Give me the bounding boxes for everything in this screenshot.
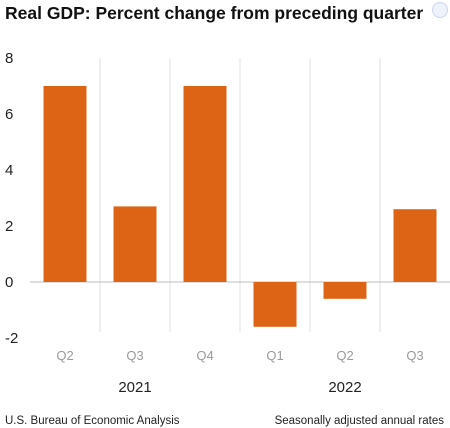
x-tick-label: Q3 bbox=[126, 348, 143, 363]
bar bbox=[253, 282, 297, 327]
category-separators bbox=[99, 58, 381, 332]
year-label: 2022 bbox=[328, 379, 361, 396]
bar bbox=[323, 282, 367, 299]
bar bbox=[43, 86, 87, 282]
x-tick-label: Q1 bbox=[266, 348, 283, 363]
x-tick-label: Q2 bbox=[56, 348, 73, 363]
seasonal-note: Seasonally adjusted annual rates bbox=[275, 415, 445, 427]
bars bbox=[43, 86, 437, 327]
y-tick-label: 0 bbox=[5, 274, 13, 291]
x-tick-label: Q3 bbox=[406, 348, 423, 363]
chart-title: Real GDP: Percent change from preceding … bbox=[5, 3, 423, 23]
bar bbox=[113, 206, 157, 282]
y-tick-label: 4 bbox=[5, 162, 13, 179]
y-tick-label: 8 bbox=[5, 50, 13, 67]
x-axis-ticks: Q2 Q3 Q4 Q1 Q2 Q3 bbox=[56, 348, 423, 363]
x-tick-label: Q4 bbox=[196, 348, 213, 363]
bar bbox=[393, 209, 437, 282]
y-tick-label: 6 bbox=[5, 106, 13, 123]
year-label: 2021 bbox=[118, 379, 151, 396]
x-tick-label: Q2 bbox=[336, 348, 353, 363]
y-tick-label: 2 bbox=[5, 218, 13, 235]
bar bbox=[183, 86, 227, 282]
y-tick-label: -2 bbox=[5, 330, 18, 347]
year-labels: 2021 2022 bbox=[118, 379, 361, 396]
source-note: U.S. Bureau of Economic Analysis bbox=[5, 415, 180, 427]
overflow-badge-icon[interactable] bbox=[432, 2, 448, 18]
y-axis-ticks: 8 6 4 2 0 -2 bbox=[5, 50, 18, 347]
